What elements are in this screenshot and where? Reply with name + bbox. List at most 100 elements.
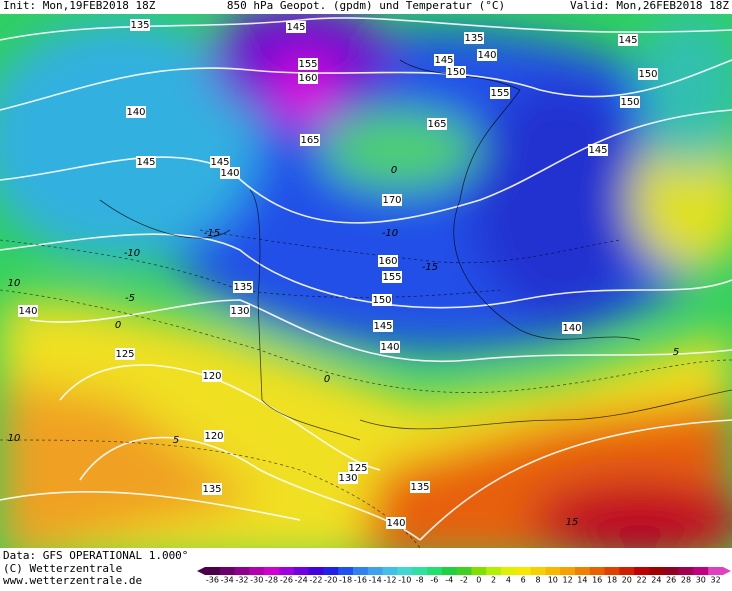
colorbar-segment — [545, 567, 561, 575]
colorbar-segment — [205, 567, 221, 575]
contour-label-box — [298, 72, 318, 84]
contour-label: 120 — [202, 371, 221, 382]
contour-label-box — [382, 271, 402, 283]
colorbar-segment — [397, 567, 413, 575]
contour-label: 135 — [233, 282, 252, 293]
colorbar-segment — [501, 567, 517, 575]
colorbar-end-low — [197, 567, 205, 575]
contour-label-box — [348, 462, 368, 474]
data-source: Data: GFS OPERATIONAL 1.000° — [3, 549, 188, 562]
contour-label-box — [464, 32, 484, 44]
colorbar-tick-label: 16 — [592, 576, 602, 585]
colorbar-tick-label: 32 — [711, 576, 721, 585]
colorbar-segment — [338, 567, 354, 575]
contour-label-box — [202, 483, 222, 495]
contour-label: 125 — [115, 349, 134, 360]
colorbar-segment — [264, 567, 280, 575]
colorbar-end-high — [723, 567, 731, 575]
colorbar-segment — [279, 567, 295, 575]
contour-label-box — [490, 87, 510, 99]
contour-label: 120 — [204, 431, 223, 442]
colorbar-tick-label: 6 — [521, 576, 526, 585]
contour-label-box — [638, 68, 658, 80]
contour-label-box — [386, 517, 406, 529]
colorbar-segment — [441, 567, 458, 575]
colorbar-segment — [515, 567, 532, 575]
colorbar-segment — [412, 567, 428, 575]
temperature-label: 0 — [324, 374, 330, 385]
contour-label-box — [380, 341, 400, 353]
temperature-label: 10 — [8, 433, 21, 444]
contour-label: 145 — [136, 157, 155, 168]
contour-label-box — [410, 481, 430, 493]
colorbar-segment — [575, 567, 591, 575]
contour-label-box — [427, 118, 447, 130]
colorbar-tick-label: -6 — [430, 576, 438, 585]
colorbar-tick-label: -2 — [460, 576, 468, 585]
colorbar: -36 -34 -32 -30 -28 -26 -24 -22 -20 -18 -16 -14 -12-… — [197, 567, 731, 585]
contour-label: 135 — [202, 484, 221, 495]
contour-label-box — [202, 370, 222, 382]
colorbar-tick-label: 2 — [491, 576, 496, 585]
colorbar-tick-label: -14 — [369, 576, 382, 585]
contour-label: 145 — [434, 55, 453, 66]
contour-label-box — [373, 320, 393, 332]
colorbar-tick-label: -32 — [235, 576, 248, 585]
contour-label: 145 — [588, 145, 607, 156]
colorbar-tick-label: 8 — [535, 576, 540, 585]
contour-label: 140 — [386, 518, 405, 529]
contour-label: 140 — [126, 107, 145, 118]
colorbar-tick-label: -28 — [265, 576, 278, 585]
temperature-contours — [0, 229, 732, 548]
header-bar — [0, 0, 732, 14]
colorbar-tick-label: 20 — [622, 576, 632, 585]
map — [0, 14, 732, 548]
colorbar-tick-label: -36 — [206, 576, 219, 585]
temperature-label: 0 — [115, 320, 121, 331]
colorbar-tick-label: -20 — [324, 576, 337, 585]
colorbar-segment — [308, 567, 324, 575]
colorbar-tick-label: -4 — [445, 576, 453, 585]
contour-label: 145 — [618, 35, 637, 46]
contour-label-box — [126, 106, 146, 118]
contour-label: 145 — [286, 22, 305, 33]
contour-label-box — [220, 167, 240, 179]
contour-label: 165 — [427, 119, 446, 130]
contour-label-box — [434, 54, 454, 66]
contour-label: 150 — [446, 67, 465, 78]
colorbar-tick-label: -16 — [354, 576, 367, 585]
contour-label-box — [130, 19, 150, 31]
colorbar-tick-label: -30 — [250, 576, 263, 585]
contour-label: 140 — [220, 168, 239, 179]
colorbar-tick-label: 30 — [696, 576, 706, 585]
contour-label: 140 — [380, 342, 399, 353]
contour-label-box — [18, 305, 38, 317]
colorbar-segment — [249, 567, 265, 575]
contour-label-box — [618, 34, 638, 46]
website: www.wetterzentrale.de — [3, 574, 142, 587]
contour-label: 145 — [373, 321, 392, 332]
contour-label-box — [378, 255, 398, 267]
contour-label: 130 — [230, 306, 249, 317]
contour-label: 160 — [298, 73, 317, 84]
colorbar-segment — [367, 567, 384, 575]
colorbar-tick-label: -22 — [309, 576, 322, 585]
contour-label-box — [204, 430, 224, 442]
colorbar-tick-label: -34 — [221, 576, 234, 585]
contour-label-box — [233, 281, 253, 293]
colorbar-tick-label: 14 — [577, 576, 587, 585]
header: Init: Mon,19FEB2018 18Z 850 hPa Geopot. … — [0, 0, 732, 14]
temperature-label: -5 — [125, 293, 135, 304]
colorbar-segment — [234, 567, 250, 575]
contour-label-box — [286, 21, 306, 33]
colorbar-segment — [634, 567, 650, 575]
contour-label-box — [620, 96, 640, 108]
contour-label: 150 — [638, 69, 657, 80]
temperature-label: 5 — [673, 347, 679, 358]
colorbar-tick-label: -10 — [398, 576, 411, 585]
colorbar-tick-label: 12 — [563, 576, 573, 585]
colorbar-tick-label: 10 — [548, 576, 558, 585]
colorbar-tick-label: 26 — [666, 576, 676, 585]
colorbar-segment — [427, 567, 443, 575]
colorbar-tick-label: 24 — [651, 576, 661, 585]
